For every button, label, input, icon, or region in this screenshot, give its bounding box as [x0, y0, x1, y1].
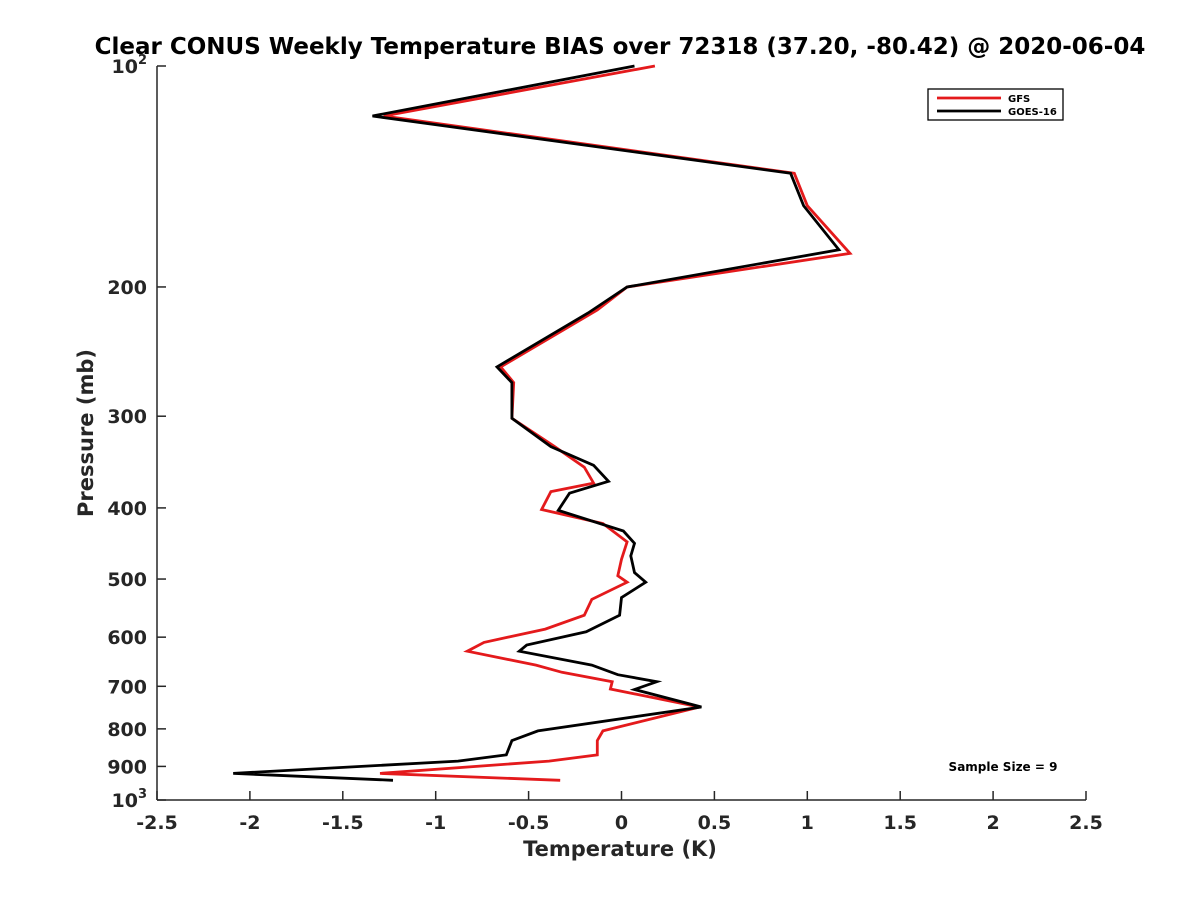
chart-title: Clear CONUS Weekly Temperature BIAS over…: [95, 34, 1146, 60]
y-tick-label: 400: [107, 498, 147, 520]
legend-label: GFS: [1008, 94, 1030, 105]
y-tick-label: 700: [107, 676, 147, 698]
legend-box: [927, 88, 1064, 121]
y-tick-label: 102: [112, 53, 148, 78]
x-tick-label: 0.5: [698, 812, 732, 834]
x-tick-label: -2.5: [136, 812, 178, 834]
x-tick-label: 2: [986, 812, 999, 834]
y-tick-label: 200: [107, 277, 147, 299]
legend-label: GOES-16: [1008, 107, 1057, 118]
x-tick-label: 0: [615, 812, 628, 834]
legend: GFS GOES-16: [927, 88, 1064, 121]
y-tick-label: 103: [112, 787, 148, 812]
y-tick-label: 900: [107, 756, 147, 778]
y-tick-label: 600: [107, 627, 147, 649]
x-tick-label: -1: [425, 812, 446, 834]
y-axis: 102 200 300 400 500 600 700 800 900 103: [107, 53, 166, 812]
sample-size-annotation: Sample Size = 9: [949, 760, 1058, 774]
x-tick-label: 2.5: [1069, 812, 1103, 834]
y-axis-label: Pressure (mb): [74, 349, 98, 517]
x-tick-label: 1.5: [883, 812, 917, 834]
series-line-goes-16: [233, 64, 842, 782]
series-group: [233, 64, 853, 782]
x-axis-label: Temperature (K): [523, 837, 717, 861]
y-tick-label: 500: [107, 569, 147, 591]
y-tick-label: 300: [107, 406, 147, 428]
x-axis: -2.5 -2 -1.5 -1 -0.5 0 0.5 1 1.5 2 2.5: [136, 791, 1103, 834]
x-tick-label: -0.5: [508, 812, 550, 834]
x-tick-label: -1.5: [322, 812, 364, 834]
x-tick-label: -2: [239, 812, 260, 834]
y-tick-label: 800: [107, 719, 147, 741]
x-tick-label: 1: [801, 812, 814, 834]
